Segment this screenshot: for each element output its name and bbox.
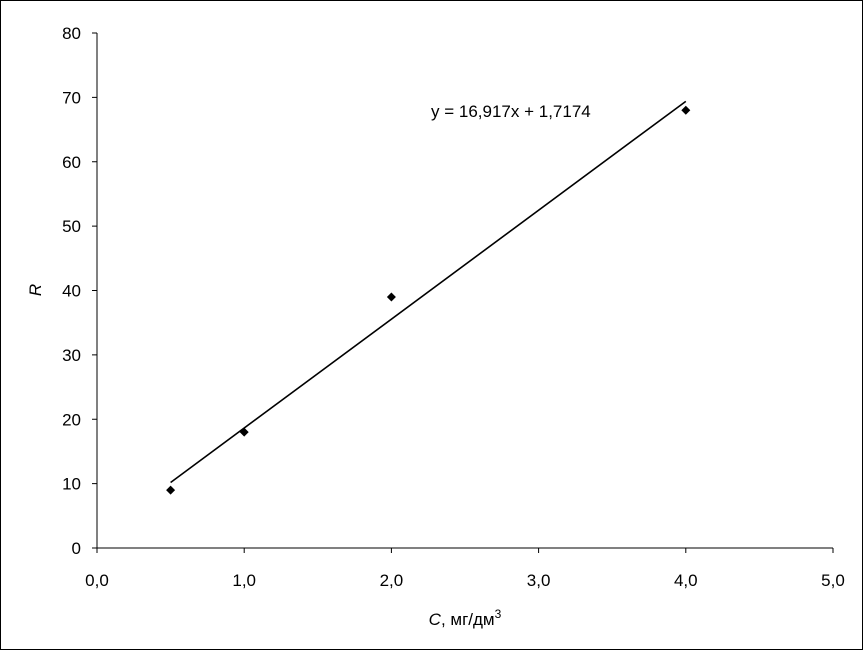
- y-tick-label: 30: [62, 346, 81, 365]
- y-tick-label: 70: [62, 88, 81, 107]
- y-tick-label: 40: [62, 282, 81, 301]
- y-tick-label: 20: [62, 410, 81, 429]
- x-tick-label: 3,0: [527, 571, 551, 590]
- x-tick-label: 5,0: [821, 571, 845, 590]
- x-axis-symbol: C: [429, 610, 442, 629]
- y-tick-label: 60: [62, 153, 81, 172]
- axes: [92, 32, 834, 553]
- tick-labels: 0 10 20 30 40 50 60 70 80 0,0 1,0 2,0 3,0 4,0 5,0: [62, 24, 845, 590]
- plot-area: [166, 100, 691, 495]
- data-point: [166, 485, 176, 495]
- y-tick-label: 10: [62, 475, 81, 494]
- x-axis-unit: , мг/дм: [441, 610, 495, 629]
- trendline: [170, 100, 687, 484]
- y-tick-label: 80: [62, 24, 81, 43]
- data-point: [681, 105, 691, 115]
- x-tick-label: 2,0: [380, 571, 404, 590]
- x-tick-label: 0,0: [85, 571, 109, 590]
- x-axis-unit-superscript: 3: [495, 607, 502, 621]
- trendline-equation: y = 16,917x + 1,7174: [431, 102, 591, 121]
- y-axis-title: R: [26, 284, 45, 296]
- x-axis-title: C, мг/дм3: [429, 607, 502, 629]
- y-tick-label: 0: [72, 539, 81, 558]
- y-tick-label: 50: [62, 217, 81, 236]
- x-tick-label: 4,0: [674, 571, 698, 590]
- data-point: [239, 427, 249, 437]
- x-tick-label: 1,0: [232, 571, 256, 590]
- data-point: [386, 292, 396, 302]
